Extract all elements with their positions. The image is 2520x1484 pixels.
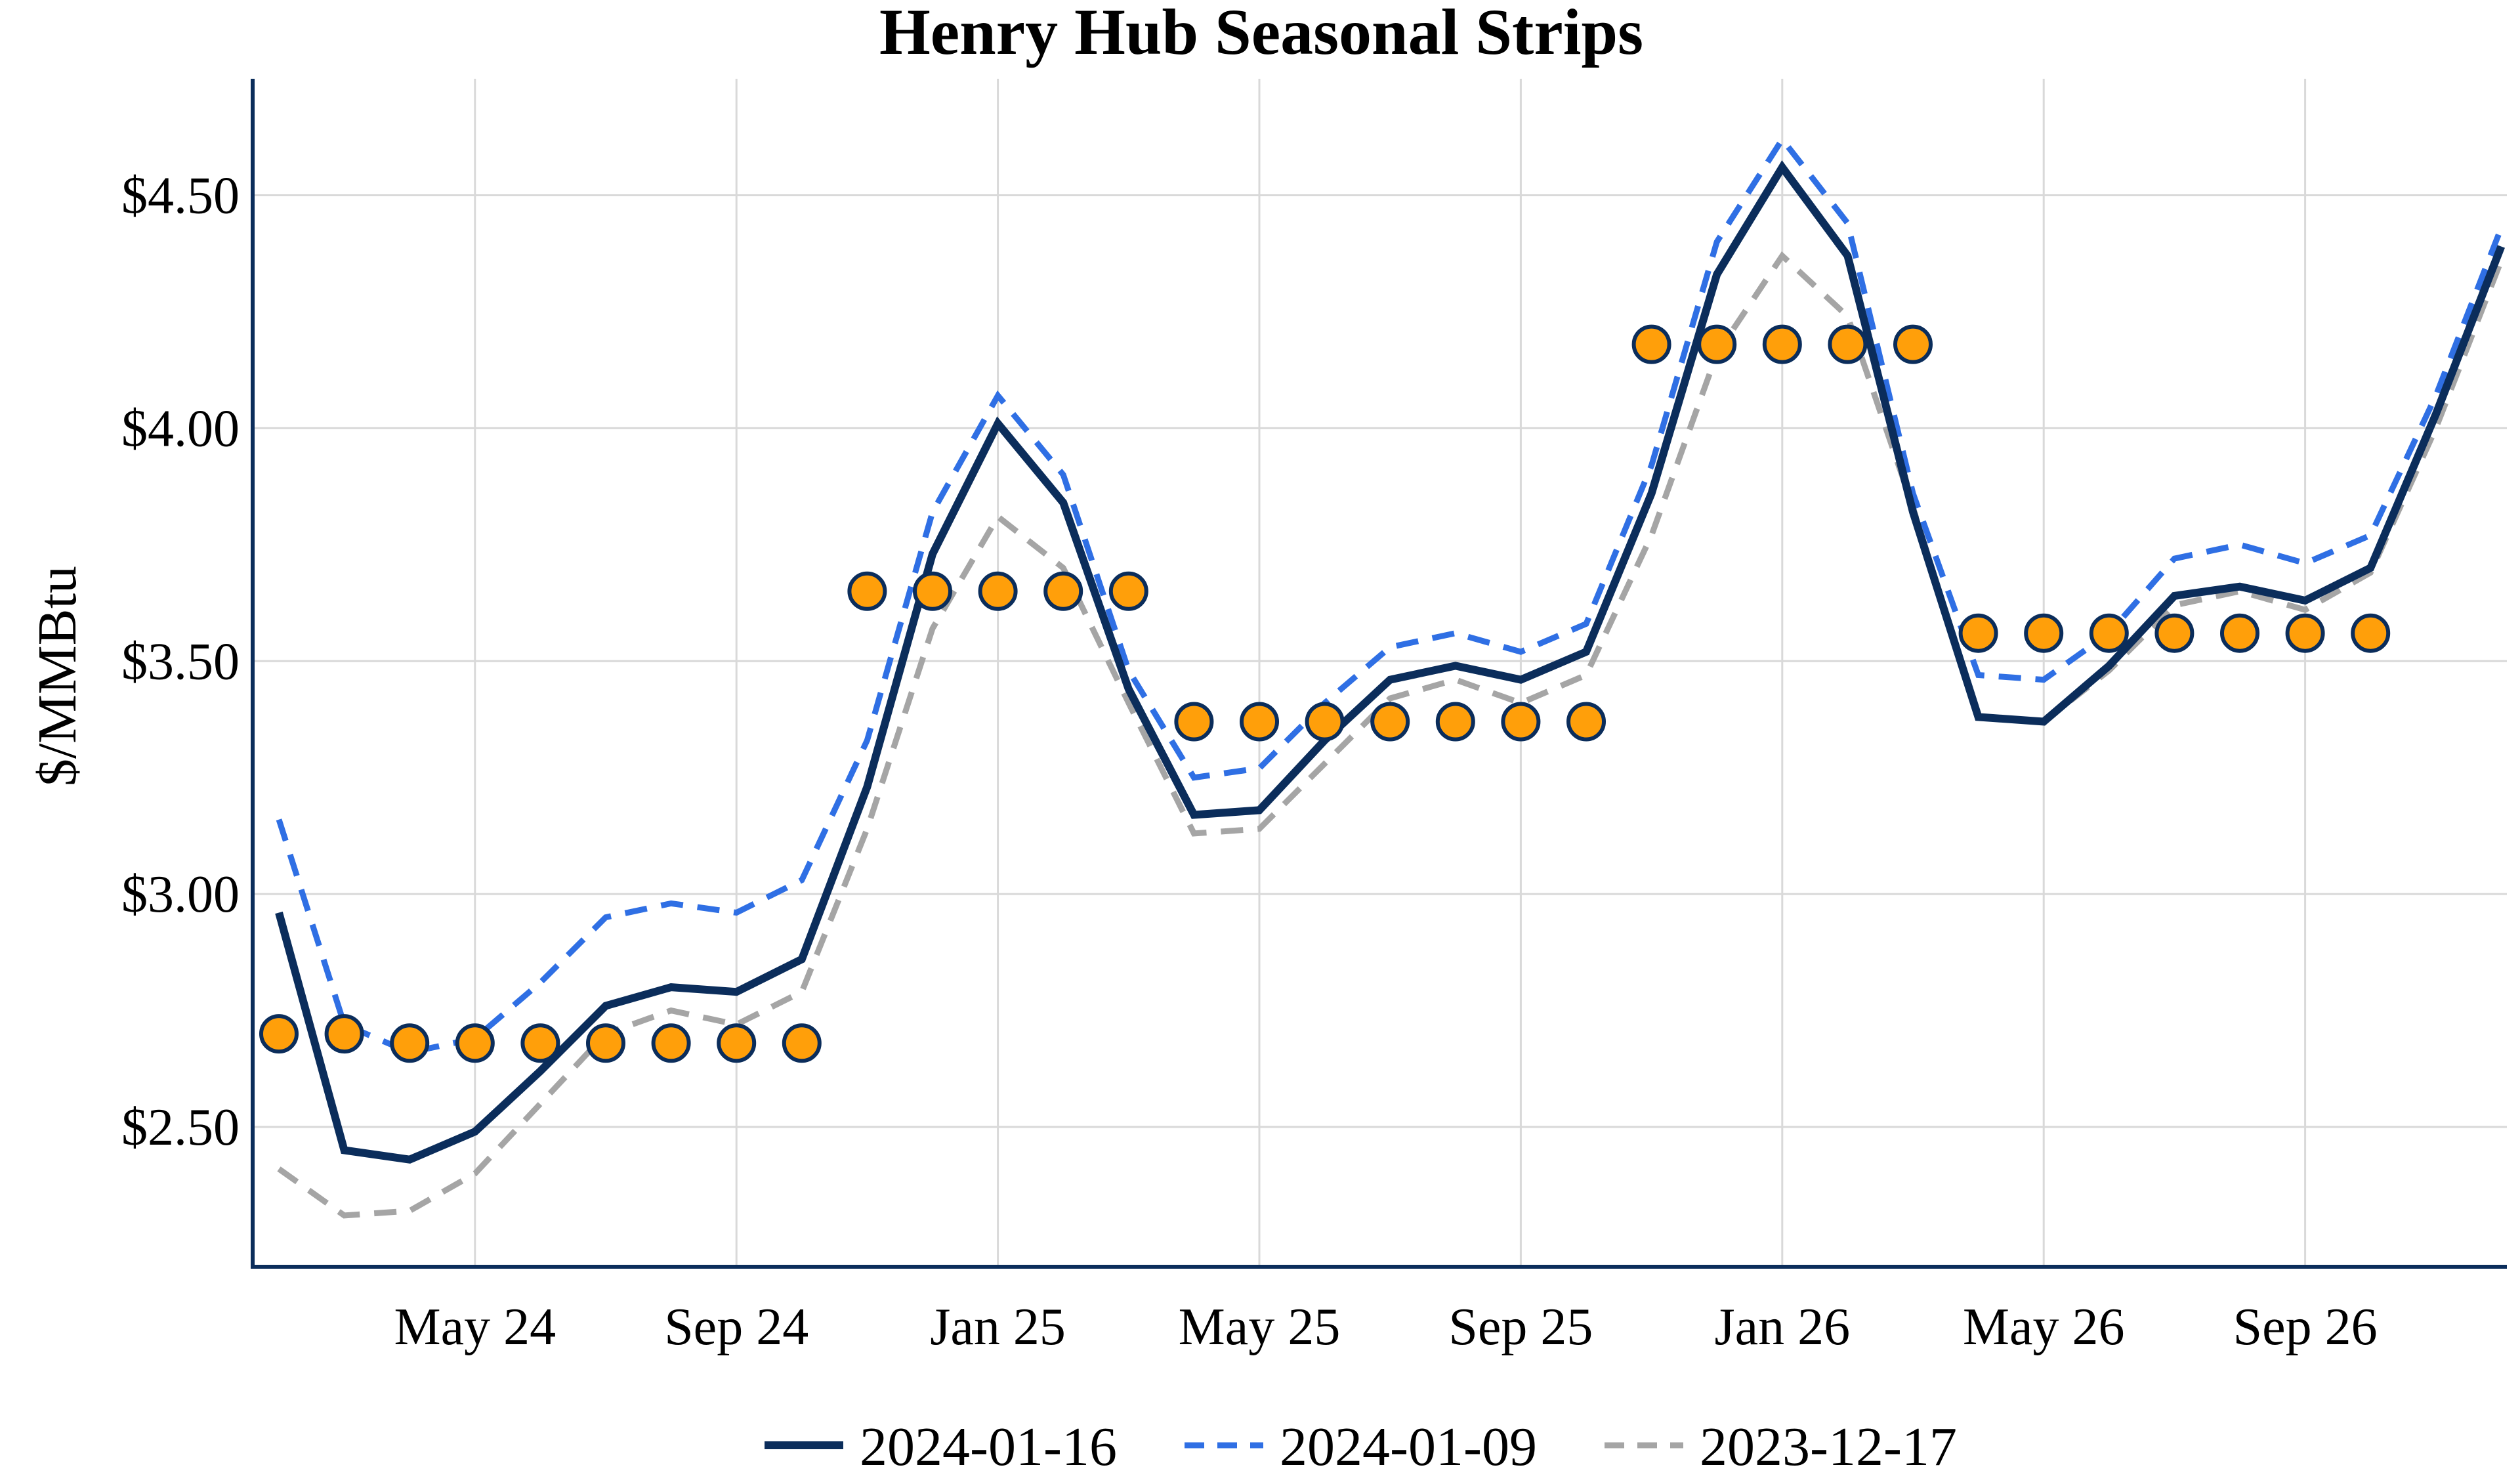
strip-marker [1370, 702, 1410, 742]
strip-marker [1305, 702, 1345, 742]
y-axis-label: $/MMBtu [27, 566, 88, 786]
strip-marker [847, 571, 887, 611]
strip-marker [1240, 702, 1279, 742]
strip-marker [1043, 571, 1083, 611]
y-tick-label: $2.50 [121, 1099, 240, 1156]
y-tick-label: $3.50 [121, 633, 240, 690]
strip-marker [2024, 613, 2064, 653]
x-tick-labels: May 24 Sep 24 Jan 25 May 25 Sep 25 Jan 26 May … [394, 1298, 2377, 1356]
series-line-2024-01-09 [276, 134, 2504, 1056]
strip-marker [1762, 324, 1802, 364]
strip-markers [259, 324, 2391, 1063]
strip-marker [978, 571, 1018, 611]
x-tick-label: May 24 [394, 1298, 556, 1356]
legend-label: 2024-01-09 [1280, 1416, 1537, 1477]
x-tick-label: Sep 24 [664, 1298, 808, 1356]
legend: 2024-01-16 2024-01-09 2023-12-17 [765, 1416, 1957, 1477]
strip-marker [1435, 702, 1475, 742]
strip-marker [717, 1023, 757, 1063]
strip-marker [2154, 613, 2194, 653]
strip-marker [782, 1023, 822, 1063]
series-lines [275, 134, 2505, 1219]
x-tick-label: Jan 26 [1714, 1298, 1850, 1356]
gridlines [253, 79, 2507, 1267]
strip-marker [455, 1023, 495, 1063]
strip-marker [1566, 702, 1606, 742]
x-tick-label: Jan 25 [930, 1298, 1066, 1356]
strip-marker [1697, 324, 1737, 364]
strip-marker [390, 1023, 430, 1063]
strip-marker [1893, 324, 1933, 364]
strip-marker [651, 1023, 691, 1063]
strip-marker [2351, 613, 2391, 653]
y-tick-label: $4.50 [121, 167, 240, 224]
strip-marker [586, 1023, 625, 1063]
strip-marker [1108, 571, 1148, 611]
strip-marker [259, 1014, 299, 1054]
x-tick-label: Sep 25 [1448, 1298, 1593, 1356]
legend-label: 2023-12-17 [1700, 1416, 1957, 1477]
series-line-2024-01-16 [275, 160, 2505, 1164]
axes [251, 79, 2507, 1269]
strip-marker [1174, 702, 1214, 742]
y-tick-label: $4.00 [121, 400, 240, 457]
strip-marker [2285, 613, 2325, 653]
strip-marker [2220, 613, 2259, 653]
x-tick-label: May 25 [1179, 1298, 1341, 1356]
strip-marker [324, 1014, 364, 1054]
strip-marker [2089, 613, 2129, 653]
strip-marker [1631, 324, 1671, 364]
y-tick-labels: $2.50 $3.00 $3.50 $4.00 $4.50 [121, 167, 240, 1156]
series-line-2023-12-17 [277, 251, 2504, 1219]
strip-marker [1828, 324, 1868, 364]
strip-marker [520, 1023, 560, 1063]
legend-label: 2024-01-16 [860, 1416, 1117, 1477]
chart-title: Henry Hub Seasonal Strips [879, 0, 1643, 68]
strip-marker [1501, 702, 1541, 742]
y-tick-label: $3.00 [121, 866, 240, 923]
x-tick-label: May 26 [1963, 1298, 2125, 1356]
strip-marker [913, 571, 952, 611]
strip-marker [1958, 613, 1998, 653]
x-tick-label: Sep 26 [2233, 1298, 2378, 1356]
